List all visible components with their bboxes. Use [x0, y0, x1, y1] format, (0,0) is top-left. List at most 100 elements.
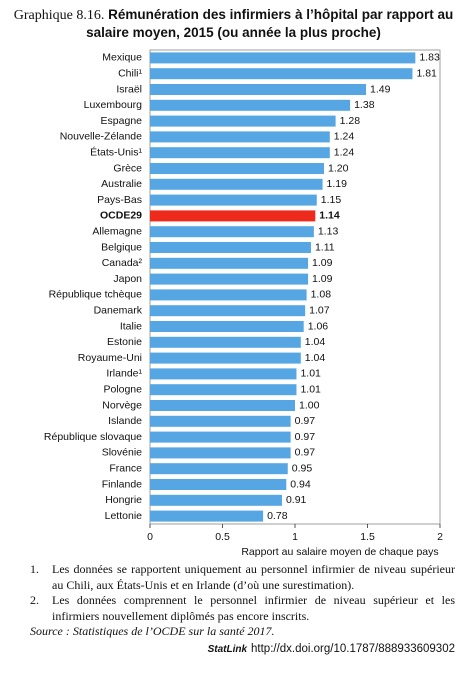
- value-label: 1.14: [319, 210, 340, 222]
- y-tick-label: Pays-Bas: [97, 194, 142, 206]
- bar: [150, 431, 291, 443]
- bar: [150, 194, 317, 206]
- bar: [150, 99, 351, 111]
- y-tick-label: Mexique: [102, 52, 142, 64]
- y-tick-label: Lettonie: [105, 510, 143, 522]
- value-label: 1.24: [334, 131, 355, 143]
- y-tick-label: Pologne: [103, 383, 142, 395]
- source-text: Statistiques de l’OCDE sur la santé 2017…: [72, 624, 275, 638]
- y-tick-label: Grèce: [113, 162, 142, 174]
- value-label: 0.91: [286, 494, 307, 506]
- y-tick-label: Canada²: [102, 257, 143, 269]
- footnote-marker: 2.: [30, 593, 39, 607]
- y-tick-label: Estonie: [107, 336, 142, 348]
- bar: [150, 447, 291, 459]
- bar: [150, 84, 367, 95]
- footnote-marker: 1.: [30, 562, 39, 576]
- bar: [150, 415, 291, 427]
- y-tick-label: Israël: [116, 83, 142, 95]
- bar: [150, 368, 297, 380]
- y-tick-label: Japon: [113, 273, 142, 285]
- bar: [150, 510, 264, 522]
- statlink-url[interactable]: http://dx.doi.org/10.1787/888933609302: [251, 642, 455, 655]
- value-label: 1.83: [419, 52, 440, 64]
- y-tick-label: Royaume-Uni: [78, 352, 142, 364]
- value-label: 1.07: [309, 304, 330, 316]
- value-label: 1.01: [300, 383, 321, 395]
- footnote: 2. Les données comprennent le personnel i…: [30, 593, 455, 624]
- statlink: StatLink http://dx.doi.org/10.1787/888933…: [30, 642, 455, 658]
- value-label: 1.28: [340, 115, 361, 127]
- title-label: Graphique 8.16.: [13, 8, 105, 23]
- value-label: 1.24: [334, 146, 355, 158]
- bar: [150, 115, 336, 127]
- x-tick-label: 0.5: [215, 531, 230, 543]
- value-label: 1.49: [370, 83, 391, 95]
- value-label: 0.97: [295, 415, 316, 427]
- bar: [150, 321, 304, 332]
- y-tick-label: Luxembourg: [84, 99, 143, 111]
- bar: [150, 52, 416, 64]
- value-label: 0.97: [295, 431, 316, 443]
- value-label: 1.15: [321, 194, 342, 206]
- chart: 0 0.5 1 1.5 2 Rapport au salaire moyen de cha…: [44, 49, 443, 558]
- source-label: Source :: [30, 624, 70, 638]
- y-tick-label: République tchèque: [49, 289, 143, 301]
- value-label: 1.38: [354, 99, 375, 111]
- y-tick-label: Espagne: [101, 115, 143, 127]
- value-label: 0.95: [292, 462, 313, 474]
- bar: [150, 147, 330, 159]
- bar: [150, 289, 307, 301]
- value-label: 0.78: [267, 510, 288, 522]
- bar: [150, 226, 314, 238]
- source: Source : Statistiques de l’OCDE sur la s…: [30, 624, 455, 640]
- footnote-text: Les données comprennent le personnel inf…: [52, 593, 455, 623]
- value-label: 1.04: [305, 352, 326, 364]
- y-tick-label: Australie: [101, 178, 142, 190]
- value-label: 1.01: [300, 368, 321, 380]
- chart-title: Rémunération des infirmiers à l’hôpital …: [86, 7, 454, 40]
- bar: [150, 305, 306, 317]
- notes: 1. Les données se rapportent uniquement a…: [30, 562, 455, 657]
- bar: [150, 163, 324, 174]
- y-tick-label: Slovénie: [102, 447, 142, 459]
- footnote-text: Les données se rapportent uniquement au …: [52, 562, 455, 592]
- value-label: 1.20: [328, 162, 349, 174]
- bar: [150, 242, 311, 253]
- value-label: 1.81: [416, 67, 437, 79]
- bar: [150, 210, 316, 222]
- footnote: 1. Les données se rapportent uniquement a…: [30, 562, 455, 593]
- x-axis-label: Rapport au salaire moyen de chaque pays: [241, 546, 438, 558]
- y-tick-label: Nouvelle-Zélande: [60, 131, 142, 143]
- y-tick-label: Belgique: [101, 241, 142, 253]
- y-tick-label: France: [109, 462, 142, 474]
- value-label: 1.13: [318, 225, 339, 237]
- y-tick-label: Islande: [108, 415, 142, 427]
- value-label: 1.19: [327, 178, 348, 190]
- x-tick-label: 2: [437, 531, 443, 543]
- title-block: Graphique 8.16. Rémunération des infirmi…: [0, 6, 467, 41]
- y-tick-label: États-Unis¹: [90, 145, 142, 158]
- y-tick-label: Norvège: [102, 399, 142, 411]
- y-tick-label: Irlande¹: [106, 368, 142, 380]
- value-label: 1.04: [305, 336, 326, 348]
- bar: [150, 68, 413, 80]
- bar: [150, 494, 282, 506]
- x-tick-label: 1: [292, 531, 298, 543]
- bar: [150, 400, 295, 411]
- y-tick-label: Italie: [120, 320, 142, 332]
- value-label: 1.00: [299, 399, 320, 411]
- y-tick-label: Chili¹: [118, 67, 142, 79]
- value-label: 1.09: [312, 273, 333, 285]
- y-tick-label: République slovaque: [44, 431, 142, 443]
- value-label: 1.11: [315, 241, 335, 253]
- y-tick-label: Hongrie: [105, 494, 142, 506]
- value-label: 0.97: [295, 447, 316, 459]
- bar: [150, 336, 301, 348]
- bar: [150, 178, 323, 190]
- bar: [150, 257, 309, 269]
- statlink-logo: StatLink: [207, 643, 248, 655]
- bar: [150, 463, 288, 475]
- bar: [150, 273, 309, 285]
